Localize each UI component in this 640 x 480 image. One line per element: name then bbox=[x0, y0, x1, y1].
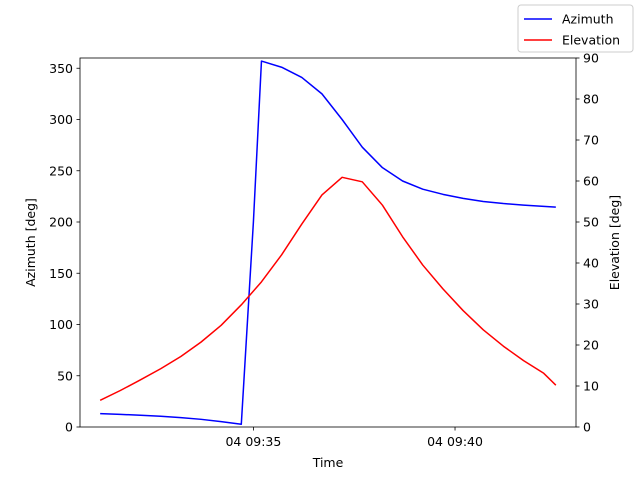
y-right-tick-label: 0 bbox=[583, 420, 591, 435]
y-right-tick-label: 30 bbox=[583, 297, 599, 312]
y-right-tick-label: 60 bbox=[583, 174, 599, 189]
y-left-tick-label: 50 bbox=[57, 368, 73, 383]
x-tick-label: 04 09:35 bbox=[225, 434, 281, 449]
x-tick-label: 04 09:40 bbox=[427, 434, 483, 449]
y-axis-label-right: Elevation [deg] bbox=[607, 195, 622, 290]
axes: 0 50 100 150 200 250 300 350 0 10 20 30 40 50 60 70 80 90… bbox=[49, 51, 599, 450]
legend-label-azimuth: Azimuth bbox=[562, 12, 614, 27]
y-left-tick-label: 250 bbox=[49, 163, 73, 178]
y-right-tick-label: 50 bbox=[583, 215, 599, 230]
plot-frame bbox=[79, 57, 577, 428]
series-line-azimuth bbox=[100, 60, 556, 425]
y-right-tick-label: 70 bbox=[583, 133, 599, 148]
y-axis-label-left: Azimuth [deg] bbox=[23, 198, 38, 287]
x-axis-label: Time bbox=[312, 455, 344, 470]
y-left-tick-label: 100 bbox=[49, 317, 73, 332]
y-left-tick-label: 0 bbox=[65, 420, 73, 435]
y-left-tick-label: 200 bbox=[49, 215, 73, 230]
y-right-tick-label: 80 bbox=[583, 92, 599, 107]
y-right-tick-label: 90 bbox=[583, 51, 599, 66]
y-right-tick-label: 40 bbox=[583, 256, 599, 271]
y-left-tick-label: 350 bbox=[49, 61, 73, 76]
legend-label-elevation: Elevation bbox=[562, 33, 620, 48]
series-line-elevation bbox=[99, 176, 557, 402]
y-left-tick-label: 150 bbox=[49, 266, 73, 281]
y-left-tick-label: 300 bbox=[49, 112, 73, 127]
y-right-tick-label: 20 bbox=[583, 338, 599, 353]
legend: Azimuth Elevation bbox=[517, 4, 634, 53]
plot-lines bbox=[99, 60, 557, 425]
y-right-tick-label: 10 bbox=[583, 379, 599, 394]
